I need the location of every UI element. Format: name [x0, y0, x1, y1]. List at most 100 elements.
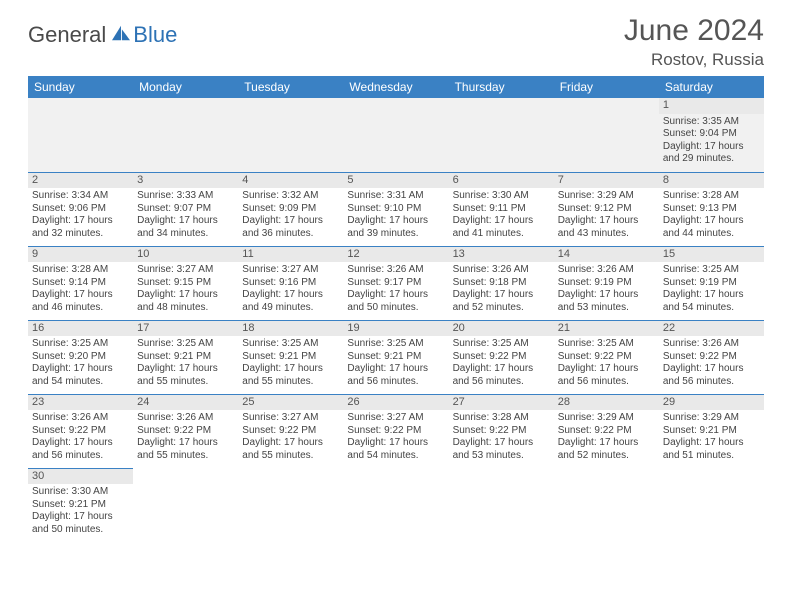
- d2-text: and 43 minutes.: [558, 228, 655, 241]
- calendar-cell: 17Sunrise: 3:25 AMSunset: 9:21 PMDayligh…: [133, 320, 238, 394]
- d2-text: and 55 minutes.: [137, 450, 234, 463]
- calendar-cell: 1Sunrise: 3:35 AMSunset: 9:04 PMDaylight…: [659, 98, 764, 172]
- d2-text: and 56 minutes.: [32, 450, 129, 463]
- d2-text: and 41 minutes.: [453, 228, 550, 241]
- calendar-cell: 12Sunrise: 3:26 AMSunset: 9:17 PMDayligh…: [343, 246, 448, 320]
- d2-text: and 55 minutes.: [137, 376, 234, 389]
- calendar-cell: 2Sunrise: 3:34 AMSunset: 9:06 PMDaylight…: [28, 172, 133, 246]
- day-number: 11: [238, 247, 343, 263]
- sunset-text: Sunset: 9:21 PM: [32, 499, 129, 512]
- sunset-text: Sunset: 9:22 PM: [242, 425, 339, 438]
- d2-text: and 34 minutes.: [137, 228, 234, 241]
- sunrise-text: Sunrise: 3:25 AM: [558, 338, 655, 351]
- d2-text: and 51 minutes.: [663, 450, 760, 463]
- d1-text: Daylight: 17 hours: [558, 363, 655, 376]
- calendar-cell: 22Sunrise: 3:26 AMSunset: 9:22 PMDayligh…: [659, 320, 764, 394]
- sunrise-text: Sunrise: 3:25 AM: [137, 338, 234, 351]
- sunset-text: Sunset: 9:22 PM: [137, 425, 234, 438]
- d2-text: and 56 minutes.: [453, 376, 550, 389]
- d1-text: Daylight: 17 hours: [137, 363, 234, 376]
- calendar-cell: 8Sunrise: 3:28 AMSunset: 9:13 PMDaylight…: [659, 172, 764, 246]
- calendar-cell: 6Sunrise: 3:30 AMSunset: 9:11 PMDaylight…: [449, 172, 554, 246]
- sunrise-text: Sunrise: 3:27 AM: [242, 412, 339, 425]
- day-number: 20: [449, 321, 554, 337]
- brand-logo: General Blue: [28, 14, 177, 48]
- page-container: General Blue June 2024 Rostov, Russia Su…: [0, 0, 792, 540]
- d1-text: Daylight: 17 hours: [242, 215, 339, 228]
- calendar-cell: 14Sunrise: 3:26 AMSunset: 9:19 PMDayligh…: [554, 246, 659, 320]
- sunrise-text: Sunrise: 3:25 AM: [453, 338, 550, 351]
- d1-text: Daylight: 17 hours: [663, 141, 760, 154]
- d2-text: and 54 minutes.: [32, 376, 129, 389]
- sunset-text: Sunset: 9:19 PM: [558, 277, 655, 290]
- sunset-text: Sunset: 9:17 PM: [347, 277, 444, 290]
- day-number: 6: [449, 173, 554, 189]
- brand-part2: Blue: [133, 22, 177, 48]
- d1-text: Daylight: 17 hours: [453, 289, 550, 302]
- day-number: 23: [28, 395, 133, 411]
- d2-text: and 50 minutes.: [347, 302, 444, 315]
- day-number: 17: [133, 321, 238, 337]
- calendar-cell: [554, 98, 659, 172]
- sunrise-text: Sunrise: 3:25 AM: [32, 338, 129, 351]
- sunrise-text: Sunrise: 3:28 AM: [663, 190, 760, 203]
- d1-text: Daylight: 17 hours: [663, 289, 760, 302]
- calendar-cell: [133, 98, 238, 172]
- sunrise-text: Sunrise: 3:32 AM: [242, 190, 339, 203]
- d1-text: Daylight: 17 hours: [242, 437, 339, 450]
- sunrise-text: Sunrise: 3:29 AM: [558, 190, 655, 203]
- sunrise-text: Sunrise: 3:27 AM: [242, 264, 339, 277]
- sunset-text: Sunset: 9:22 PM: [663, 351, 760, 364]
- d1-text: Daylight: 17 hours: [242, 363, 339, 376]
- d1-text: Daylight: 17 hours: [32, 289, 129, 302]
- brand-part1: General: [28, 22, 106, 48]
- sunrise-text: Sunrise: 3:29 AM: [558, 412, 655, 425]
- day-number: 18: [238, 321, 343, 337]
- d1-text: Daylight: 17 hours: [32, 215, 129, 228]
- day-number: 9: [28, 247, 133, 263]
- calendar-cell: 5Sunrise: 3:31 AMSunset: 9:10 PMDaylight…: [343, 172, 448, 246]
- calendar-row: 23Sunrise: 3:26 AMSunset: 9:22 PMDayligh…: [28, 394, 764, 468]
- calendar-cell: 28Sunrise: 3:29 AMSunset: 9:22 PMDayligh…: [554, 394, 659, 468]
- d1-text: Daylight: 17 hours: [32, 363, 129, 376]
- day-number: 26: [343, 395, 448, 411]
- calendar-row: 1Sunrise: 3:35 AMSunset: 9:04 PMDaylight…: [28, 98, 764, 172]
- calendar-cell: 13Sunrise: 3:26 AMSunset: 9:18 PMDayligh…: [449, 246, 554, 320]
- day-number: 3: [133, 173, 238, 189]
- d2-text: and 53 minutes.: [558, 302, 655, 315]
- sunset-text: Sunset: 9:21 PM: [137, 351, 234, 364]
- sunrise-text: Sunrise: 3:33 AM: [137, 190, 234, 203]
- calendar-cell: [554, 468, 659, 540]
- d1-text: Daylight: 17 hours: [137, 437, 234, 450]
- sunset-text: Sunset: 9:10 PM: [347, 203, 444, 216]
- weekday-header: Friday: [554, 76, 659, 98]
- weekday-header: Wednesday: [343, 76, 448, 98]
- sunset-text: Sunset: 9:22 PM: [453, 351, 550, 364]
- sunrise-text: Sunrise: 3:28 AM: [453, 412, 550, 425]
- day-number: 7: [554, 173, 659, 189]
- d1-text: Daylight: 17 hours: [558, 289, 655, 302]
- d1-text: Daylight: 17 hours: [347, 215, 444, 228]
- sunset-text: Sunset: 9:06 PM: [32, 203, 129, 216]
- calendar-row: 16Sunrise: 3:25 AMSunset: 9:20 PMDayligh…: [28, 320, 764, 394]
- sail-icon: [110, 24, 132, 42]
- d1-text: Daylight: 17 hours: [663, 215, 760, 228]
- d1-text: Daylight: 17 hours: [32, 437, 129, 450]
- sunrise-text: Sunrise: 3:30 AM: [32, 486, 129, 499]
- d1-text: Daylight: 17 hours: [453, 437, 550, 450]
- day-number: 29: [659, 395, 764, 411]
- calendar-cell: [449, 98, 554, 172]
- d1-text: Daylight: 17 hours: [347, 437, 444, 450]
- calendar-cell: 25Sunrise: 3:27 AMSunset: 9:22 PMDayligh…: [238, 394, 343, 468]
- calendar-cell: 9Sunrise: 3:28 AMSunset: 9:14 PMDaylight…: [28, 246, 133, 320]
- d1-text: Daylight: 17 hours: [558, 437, 655, 450]
- day-number: 28: [554, 395, 659, 411]
- sunset-text: Sunset: 9:22 PM: [558, 351, 655, 364]
- d1-text: Daylight: 17 hours: [32, 511, 129, 524]
- calendar-cell: 4Sunrise: 3:32 AMSunset: 9:09 PMDaylight…: [238, 172, 343, 246]
- sunrise-text: Sunrise: 3:25 AM: [242, 338, 339, 351]
- sunset-text: Sunset: 9:21 PM: [663, 425, 760, 438]
- calendar-cell: 23Sunrise: 3:26 AMSunset: 9:22 PMDayligh…: [28, 394, 133, 468]
- d1-text: Daylight: 17 hours: [347, 289, 444, 302]
- calendar-cell: [449, 468, 554, 540]
